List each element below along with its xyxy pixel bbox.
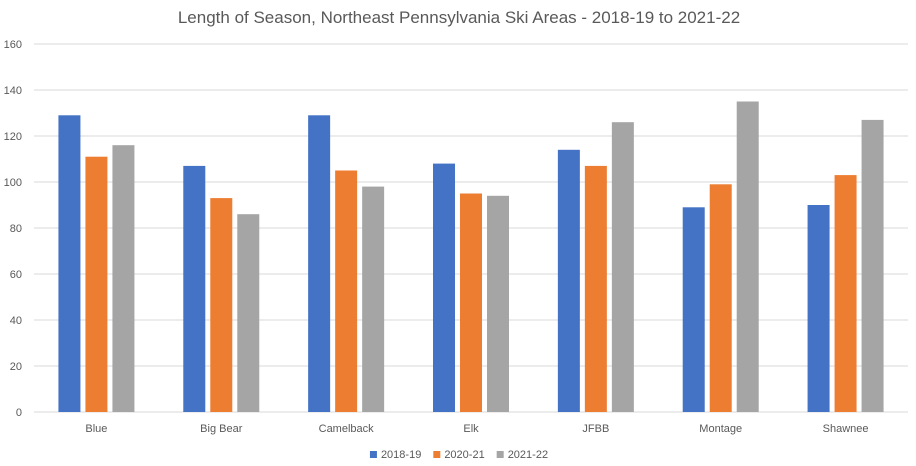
bars (58, 101, 884, 413)
x-tick-label: Shawnee (823, 423, 869, 435)
y-axis-ticks: 0 20 40 60 80 100 120 140 160 (4, 39, 22, 419)
bar-2020-21-blue (85, 156, 108, 412)
bar-2018-19-blue (58, 115, 81, 413)
bar-2020-21-shawnee (834, 175, 857, 412)
y-tick-label: 0 (16, 407, 22, 419)
bar-2021-22-montage (736, 101, 759, 412)
bar-2018-19-elk (433, 163, 455, 412)
bar-2018-19-montage (682, 207, 705, 412)
y-tick-label: 160 (4, 39, 22, 51)
x-axis-ticks: Blue Big Bear Camelback Elk JFBB Montage Shawn… (85, 423, 868, 435)
bar-2020-21-jfbb (584, 165, 607, 412)
x-tick-label: Blue (85, 423, 107, 435)
legend-swatch (369, 451, 377, 458)
bar-2020-21-montage (709, 184, 732, 412)
legend-label: 2018-19 (381, 449, 421, 461)
bar-2020-21-big-bear (210, 198, 233, 412)
legend-swatch (433, 451, 441, 458)
x-tick-label: Elk (463, 423, 479, 435)
y-tick-label: 120 (4, 131, 22, 143)
legend-label: 2021-22 (508, 449, 548, 461)
bar-2018-19-shawnee (807, 205, 830, 412)
legend: 2018-19 2020-21 2021-22 (369, 449, 548, 461)
bar-2021-22-big-bear (237, 214, 260, 412)
bar-2021-22-blue (112, 145, 135, 412)
y-tick-label: 60 (10, 269, 22, 281)
x-tick-label: Montage (699, 423, 742, 435)
bar-2018-19-big-bear (183, 165, 206, 412)
bar-2018-19-camelback (308, 115, 331, 413)
y-tick-label: 140 (4, 85, 22, 97)
bar-2020-21-camelback (335, 170, 358, 412)
bar-2018-19-jfbb (557, 149, 580, 413)
bar-2021-22-shawnee (861, 119, 884, 413)
y-tick-label: 80 (10, 223, 22, 235)
bar-2021-22-elk (487, 195, 509, 412)
bar-2021-22-jfbb (611, 122, 634, 412)
legend-label: 2020-21 (444, 449, 484, 461)
bar-2021-22-camelback (362, 186, 385, 412)
y-tick-label: 40 (10, 315, 22, 327)
x-tick-label: JFBB (582, 423, 609, 435)
x-tick-label: Big Bear (200, 423, 243, 435)
y-tick-label: 20 (10, 361, 22, 373)
legend-swatch (496, 451, 504, 458)
y-tick-label: 100 (4, 177, 22, 189)
chart-title: Length of Season, Northeast Pennsylvania… (178, 8, 740, 27)
bar-2020-21-elk (460, 193, 482, 412)
x-tick-label: Camelback (319, 423, 375, 435)
